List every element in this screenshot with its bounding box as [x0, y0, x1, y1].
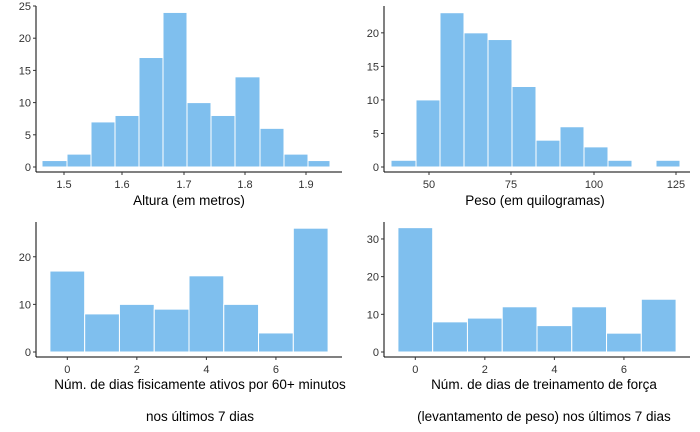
x-tick-label: 6 [621, 364, 627, 376]
histogram-bar [607, 159, 633, 168]
x-axis-label: nos últimos 7 dias [146, 409, 254, 424]
x-tick-label: 50 [423, 179, 435, 191]
x-axis-label: (levantamento de peso) nos últimos 7 dia… [417, 409, 671, 424]
x-tick-label: 2 [134, 364, 140, 376]
histogram-bar [186, 102, 212, 168]
histogram-bar [536, 325, 573, 353]
histogram-bar [463, 32, 489, 168]
histogram-bar [90, 121, 116, 168]
x-tick-label: 4 [203, 364, 209, 376]
y-tick-label: 5 [25, 130, 31, 142]
y-tick-label: 20 [367, 28, 379, 40]
x-tick-label: 1.5 [56, 179, 71, 191]
histogram-bar [397, 227, 434, 353]
histogram-bar [84, 313, 120, 353]
y-tick-label: 0 [373, 162, 379, 174]
x-tick-label: 6 [273, 364, 279, 376]
x-tick-label: 1.8 [237, 179, 252, 191]
x-tick-label: 1.9 [298, 179, 313, 191]
histogram-bar [41, 160, 68, 168]
x-tick-label: 100 [585, 179, 603, 191]
histogram-bar [188, 275, 225, 353]
x-tick-label: 75 [505, 179, 517, 191]
histogram-bar [210, 114, 236, 168]
histogram-bar [583, 146, 609, 168]
histogram-bar [439, 12, 465, 168]
y-tick-label: 20 [19, 33, 31, 45]
histogram-weight: 0 5 10 15 20 50 75 100 125 Peso (em quilogramas) [367, 6, 690, 208]
histogram-bar [118, 303, 155, 353]
histogram-bar [390, 159, 417, 168]
y-tick-label: 20 [19, 252, 31, 264]
histogram-bar [535, 139, 561, 168]
histogram-bar [223, 303, 260, 353]
y-tick-label: 20 [367, 272, 379, 284]
y-tick-label: 25 [19, 1, 31, 13]
y-tick-label: 0 [373, 347, 379, 359]
histogram-bar [571, 306, 608, 353]
y-tick-label: 15 [19, 65, 31, 77]
x-tick-label: 4 [551, 364, 557, 376]
histogram-bar [292, 227, 329, 353]
x-tick-label: 2 [482, 364, 488, 376]
y-tick-label: 10 [367, 309, 379, 321]
x-tick-label: 1.7 [176, 179, 191, 191]
histogram-bar [655, 159, 681, 168]
histogram-bar [511, 86, 537, 168]
histogram-bar [162, 11, 188, 168]
histogram-bar [307, 160, 331, 168]
histogram-bar [153, 308, 190, 353]
histogram-bar [640, 298, 677, 353]
y-tick-label: 5 [373, 128, 379, 140]
x-axis-label: Núm. de dias fisicamente ativos por 60+ … [54, 377, 346, 392]
x-tick-label: 125 [667, 179, 685, 191]
y-tick-label: 0 [25, 347, 31, 359]
x-tick-label: 1.6 [114, 179, 129, 191]
histogram-bar [66, 153, 92, 168]
y-tick-label: 0 [25, 162, 31, 174]
y-tick-label: 15 [367, 61, 379, 73]
histogram-height: 0 5 10 15 20 25 1.5 1.6 1.7 1.8 1.9 Altura (em metr… [19, 1, 342, 208]
histogram-bar [432, 321, 468, 353]
y-tick-label: 10 [367, 95, 379, 107]
histogram-bar [501, 306, 538, 353]
x-tick-label: 0 [412, 364, 418, 376]
histogram-bar [559, 126, 585, 168]
x-axis-label: Peso (em quilogramas) [465, 193, 605, 208]
histogram-bar [283, 153, 309, 168]
histogram-bar [49, 270, 86, 353]
histogram-bar [487, 39, 513, 168]
histogram-bar [258, 332, 294, 353]
histogram-bar [138, 57, 164, 168]
histogram-bar [415, 99, 441, 168]
histogram-bar [259, 127, 285, 168]
x-axis-label: Altura (em metros) [133, 193, 245, 208]
y-tick-label: 10 [19, 98, 31, 110]
y-tick-label: 30 [367, 234, 379, 246]
histogram-bar [234, 76, 261, 168]
y-tick-label: 10 [19, 299, 31, 311]
x-tick-label: 0 [64, 364, 70, 376]
histogram-bar [466, 317, 503, 353]
histogram-bar [114, 114, 140, 168]
x-axis-label: Núm. de dias de treinamento de força [431, 377, 657, 392]
histogram-bar [606, 332, 642, 353]
